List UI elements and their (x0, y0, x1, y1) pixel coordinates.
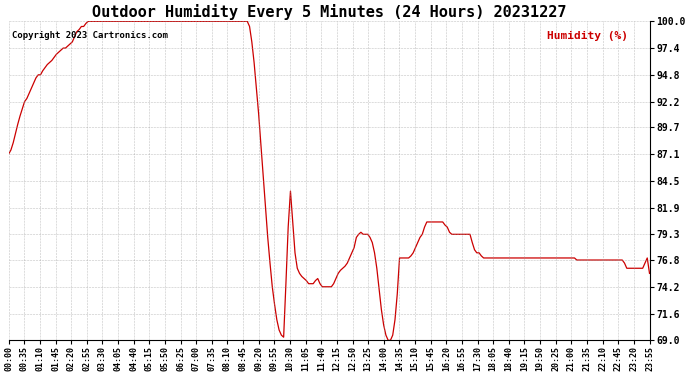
Title: Outdoor Humidity Every 5 Minutes (24 Hours) 20231227: Outdoor Humidity Every 5 Minutes (24 Hou… (92, 4, 566, 20)
Text: Copyright 2023 Cartronics.com: Copyright 2023 Cartronics.com (12, 31, 168, 40)
Text: Humidity (%): Humidity (%) (547, 31, 628, 41)
